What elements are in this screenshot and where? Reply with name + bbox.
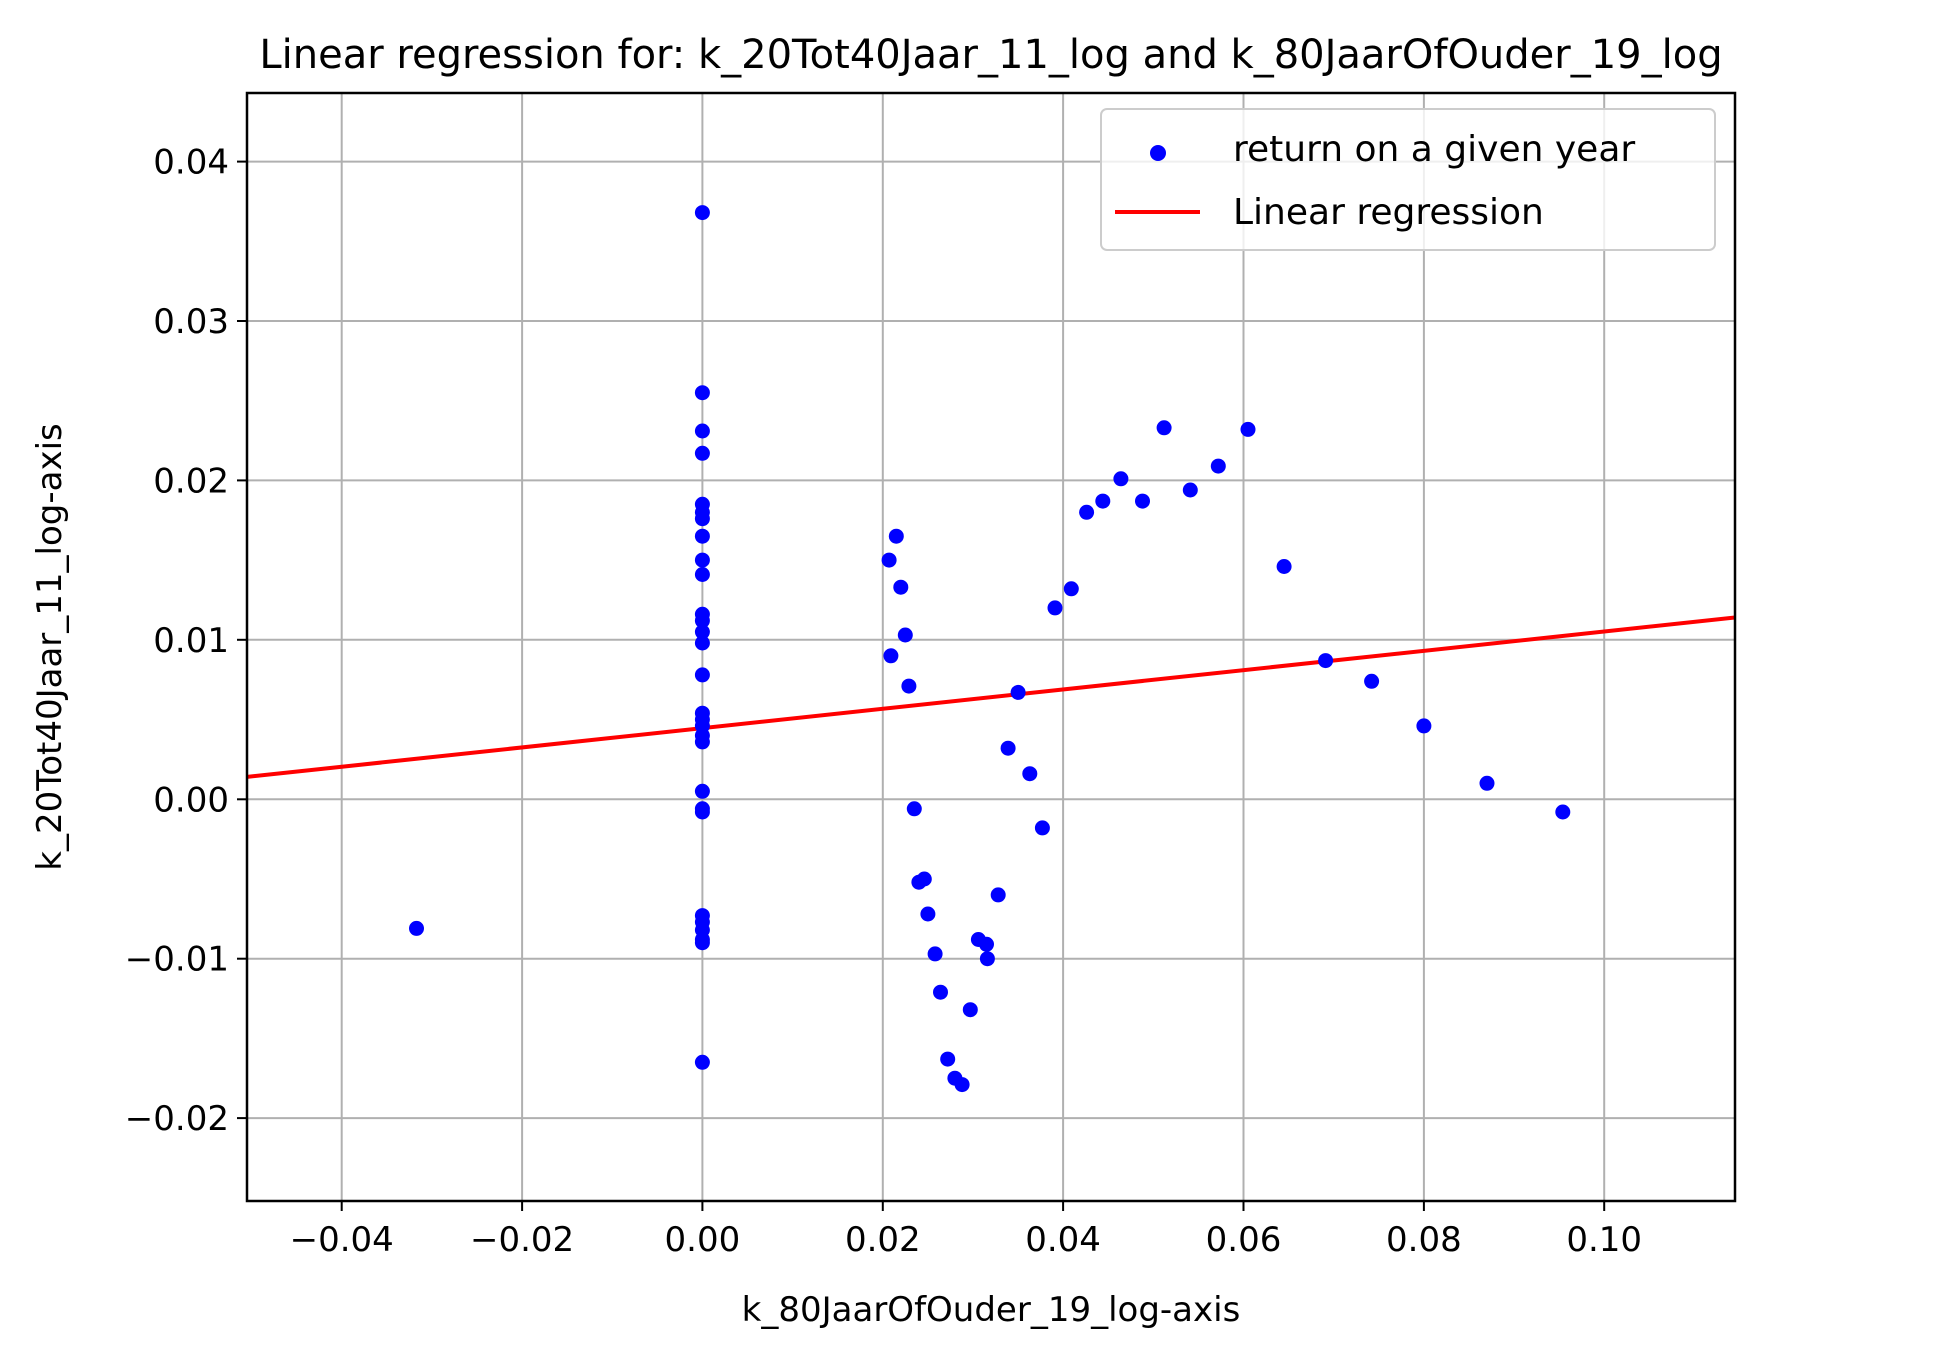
scatter-point [694, 635, 710, 651]
scatter-point [1479, 775, 1495, 791]
legend: return on a given year Linear regression [1100, 108, 1716, 251]
x-axis-label: k_80JaarOfOuder_19_log-axis [742, 1290, 1241, 1330]
scatter-point [906, 801, 922, 817]
scatter-point [1240, 421, 1256, 437]
scatter-point [1276, 559, 1292, 574]
scatter-point [897, 627, 913, 643]
scatter-point [990, 887, 1006, 903]
legend-marker-scatter [1150, 145, 1166, 161]
regression-layer [247, 615, 1735, 779]
scatter-point [694, 445, 710, 461]
scatter-point [1135, 493, 1150, 509]
y-axis-ticks: −0.02 −0.01 0.00 0.01 0.02 0.03 0.04 [125, 143, 247, 1139]
scatter-point [920, 906, 936, 922]
y-tick-label: 0.02 [153, 461, 229, 501]
scatter-point [979, 936, 994, 952]
plot-area [247, 205, 1735, 1093]
scatter-point [893, 579, 909, 595]
y-axis-label: k_20Tot40Jaar_11_log-axis [30, 423, 70, 871]
legend-label-scatter: return on a given year [1233, 129, 1635, 170]
x-tick-label: −0.02 [470, 1220, 574, 1260]
scatter-point [1156, 420, 1172, 436]
scatter-point [694, 511, 710, 527]
scatter-point [694, 804, 710, 820]
scatter-point [888, 528, 904, 544]
scatter-point [901, 678, 917, 694]
legend-label-line: Linear regression [1233, 192, 1544, 233]
scatter-point [916, 871, 932, 887]
scatter-point [1063, 581, 1079, 597]
scatter-point [694, 552, 710, 568]
x-tick-label: 0.04 [1025, 1220, 1101, 1260]
scatter-point [1210, 458, 1226, 474]
scatter-points-layer [409, 205, 1571, 1093]
legend-box [1100, 108, 1716, 251]
scatter-point [694, 1054, 710, 1070]
scatter-point [694, 205, 710, 221]
chart-title: Linear regression for: k_20Tot40Jaar_11_… [259, 32, 1722, 78]
y-tick-label: −0.01 [125, 940, 229, 980]
scatter-point [940, 1051, 956, 1067]
x-tick-label: 0.00 [665, 1220, 741, 1260]
scatter-point [1555, 804, 1571, 820]
x-tick-label: −0.04 [290, 1220, 394, 1260]
scatter-point [1113, 471, 1129, 487]
scatter-point [409, 920, 424, 936]
scatter-point [1079, 504, 1095, 520]
scatter-point [694, 528, 710, 544]
scatter-point [1010, 684, 1026, 700]
scatter-point [962, 1002, 978, 1018]
scatter-point [1047, 600, 1063, 616]
x-tick-label: 0.02 [845, 1220, 921, 1260]
y-tick-label: 0.01 [153, 621, 229, 661]
scatter-point [1182, 482, 1198, 498]
scatter-point [1318, 653, 1334, 669]
y-tick-label: 0.04 [153, 143, 229, 183]
scatter-point [694, 783, 710, 799]
regression-line [247, 615, 1735, 779]
scatter-point [881, 552, 897, 568]
scatter-point [694, 385, 710, 401]
y-tick-label: 0.00 [153, 780, 229, 820]
scatter-point [1034, 820, 1050, 836]
scatter-point [954, 1077, 970, 1093]
scatter-point [1022, 766, 1038, 782]
y-tick-label: 0.03 [153, 302, 229, 342]
x-axis-ticks: −0.04 −0.02 0.00 0.02 0.04 0.06 0.08 0.10 [290, 1201, 1642, 1260]
x-tick-label: 0.10 [1566, 1220, 1642, 1260]
scatter-point [1000, 740, 1016, 756]
scatter-point [933, 984, 948, 1000]
x-tick-label: 0.06 [1206, 1220, 1282, 1260]
scatter-point [1364, 673, 1380, 689]
scatter-point [694, 935, 710, 951]
scatter-point [883, 648, 899, 664]
x-tick-label: 0.08 [1386, 1220, 1462, 1260]
scatter-point [694, 613, 710, 629]
scatter-point [694, 734, 710, 750]
scatter-point [927, 946, 943, 962]
scatter-point [694, 423, 710, 439]
scatter-point [694, 624, 710, 640]
plot-frame [245, 91, 1737, 1203]
scatter-point [1416, 718, 1432, 734]
scatter-point [979, 951, 995, 967]
y-tick-label: −0.02 [125, 1099, 229, 1139]
scatter-point [1095, 493, 1111, 509]
scatter-point [694, 567, 710, 582]
scatter-point [694, 667, 710, 683]
